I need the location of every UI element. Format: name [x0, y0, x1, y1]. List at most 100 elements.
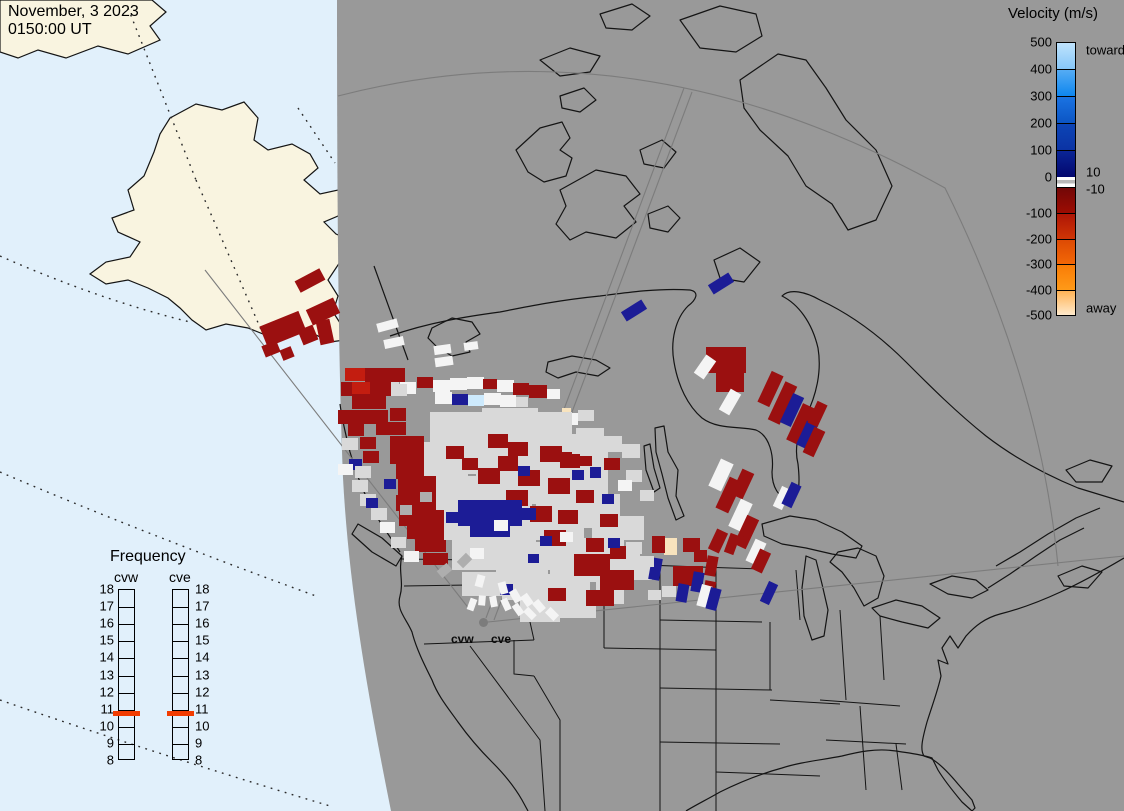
velocity-cell — [586, 590, 614, 606]
velocity-cell — [626, 470, 642, 482]
velocity-cell — [467, 377, 484, 389]
velocity-cell — [500, 395, 516, 407]
colorbar-segment — [1056, 290, 1076, 316]
velocity-cell — [463, 341, 479, 351]
velocity-cell — [576, 490, 594, 503]
velocity-cell — [540, 536, 552, 546]
velocity-cell — [781, 481, 802, 509]
colorbar-segment — [1056, 213, 1076, 240]
ladder-rung — [119, 658, 134, 660]
velocity-cell — [497, 380, 514, 392]
velocity-cell — [434, 355, 454, 368]
velocity-cell — [640, 490, 654, 501]
velocity-legend-title: Velocity (m/s) — [1008, 5, 1099, 22]
velocity-cell — [352, 396, 386, 409]
frequency-tick-label: 10 — [99, 718, 114, 734]
velocity-cell — [498, 456, 518, 471]
frequency-tick-label: 12 — [99, 684, 114, 700]
velocity-cell — [363, 451, 379, 463]
arctic-islands — [515, 3, 893, 283]
velocity-cell — [618, 480, 632, 491]
coastline-atlantic — [921, 557, 1124, 811]
colorbar-tick-label: 300 — [1030, 88, 1052, 104]
land-masses — [0, 0, 351, 343]
velocity-cell — [433, 343, 452, 356]
velocity-cell — [415, 539, 446, 552]
velocity-cell — [675, 583, 690, 603]
radar-site-dot — [479, 618, 488, 627]
velocity-cell — [436, 562, 453, 579]
colorbar-tick-label: 500 — [1030, 34, 1052, 50]
frequency-tick-label: 15 — [99, 632, 114, 648]
velocity-cell — [407, 525, 446, 539]
frequency-ladder-cvw — [118, 589, 135, 760]
frequency-radar-name-cve: cve — [169, 569, 191, 585]
frequency-tick-label: 18 — [99, 581, 114, 597]
velocity-cell — [622, 444, 640, 458]
velocity-cell — [482, 408, 538, 434]
colorbar-segment — [1056, 123, 1076, 151]
velocity-cell — [349, 459, 362, 470]
frequency-radar-name-cvw: cvw — [114, 569, 139, 585]
colorbar-segment — [1056, 96, 1076, 124]
velocity-cell — [640, 556, 654, 567]
threshold-10-label: 10 — [1086, 164, 1101, 180]
velocity-cell — [558, 510, 578, 524]
colorbar-tick-label: 0 — [1044, 169, 1052, 185]
velocity-cell — [694, 550, 707, 562]
radar-site-label-cve: cve — [491, 632, 512, 646]
colorbar-tick-label: -400 — [1025, 282, 1052, 298]
frequency-tick-label: 15 — [195, 632, 210, 648]
velocity-cell — [520, 508, 536, 520]
ladder-rung — [173, 658, 188, 660]
coastline-pacific — [398, 555, 529, 811]
velocity-cell — [390, 436, 424, 450]
velocity-cell — [600, 514, 618, 527]
velocity-cell — [664, 538, 677, 555]
frequency-tick-label: 14 — [99, 649, 114, 665]
velocity-cell — [391, 537, 406, 548]
velocity-cell — [494, 520, 508, 531]
velocity-cell — [342, 438, 358, 450]
frequency-tick-label: 18 — [195, 581, 210, 597]
velocity-cell — [478, 595, 486, 606]
frequency-tick-label: 13 — [195, 667, 210, 682]
velocity-cell — [807, 400, 828, 428]
velocity-cell — [345, 368, 367, 381]
frequency-tick-label: 17 — [195, 598, 210, 614]
velocity-cell — [489, 595, 498, 608]
colorbar-segment — [1056, 42, 1076, 70]
velocity-cell — [560, 532, 573, 542]
velocity-cell — [435, 392, 452, 404]
velocity-cell — [384, 479, 396, 489]
datetime-stamp: November, 3 2023 0150:00 UT — [8, 3, 139, 39]
colorbar-zero-band — [1056, 177, 1076, 187]
velocity-cell — [417, 377, 433, 388]
velocity-cell — [586, 538, 604, 552]
velocity-cell — [548, 478, 570, 494]
velocity-cell — [371, 508, 387, 520]
velocity-cell — [608, 538, 620, 548]
velocity-cell — [470, 548, 484, 559]
velocity-cell — [602, 494, 614, 504]
frequency-tick-label: 9 — [195, 735, 203, 751]
velocity-cell — [261, 340, 281, 358]
away-label: away — [1086, 300, 1117, 316]
frequency-panel: Frequency cvw cve 18 17 16 15 14 13 12 11 10 9 8 18… — [0, 540, 260, 780]
velocity-cell — [580, 456, 592, 466]
ladder-rung — [173, 641, 188, 643]
velocity-cell — [600, 570, 634, 590]
velocity-cell — [433, 380, 450, 392]
frequency-tick-label: 11 — [100, 701, 115, 717]
velocity-cell — [496, 542, 548, 574]
velocity-cell — [529, 385, 547, 398]
velocity-cell — [572, 470, 584, 480]
velocity-cell — [404, 551, 419, 562]
velocity-cell — [759, 580, 779, 606]
velocity-cell — [360, 437, 376, 449]
velocity-cell — [315, 318, 335, 346]
velocity-cell — [620, 299, 648, 322]
velocity-cell — [462, 458, 478, 470]
velocity-cell — [547, 389, 560, 399]
